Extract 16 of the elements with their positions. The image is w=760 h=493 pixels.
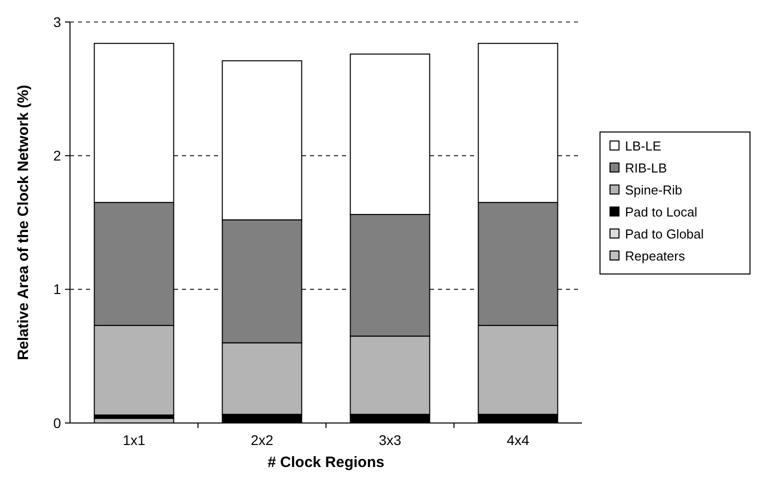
legend-label: LB-LE <box>625 138 662 154</box>
x-tick-label: 1x1 <box>122 432 146 448</box>
x-tick-label: 4x4 <box>506 432 530 448</box>
legend-label: Pad to Local <box>625 204 698 220</box>
legend-label: Spine-Rib <box>625 182 682 198</box>
legend-label: Repeaters <box>625 248 686 264</box>
x-axis-title: # Clock Regions <box>268 454 384 471</box>
legend-label: Pad to Global <box>625 226 704 242</box>
y-tick-label: 1 <box>53 281 62 298</box>
y-axis-title: Relative Area of the Clock Network (%) <box>15 84 32 360</box>
legend-label: RIB-LB <box>625 160 667 176</box>
y-tick-label: 0 <box>53 414 62 431</box>
y-tick-label: 2 <box>53 148 62 164</box>
y-tick-label: 3 <box>53 14 62 30</box>
x-tick-label: 3x3 <box>378 432 402 448</box>
x-tick-label: 2x2 <box>250 432 274 448</box>
